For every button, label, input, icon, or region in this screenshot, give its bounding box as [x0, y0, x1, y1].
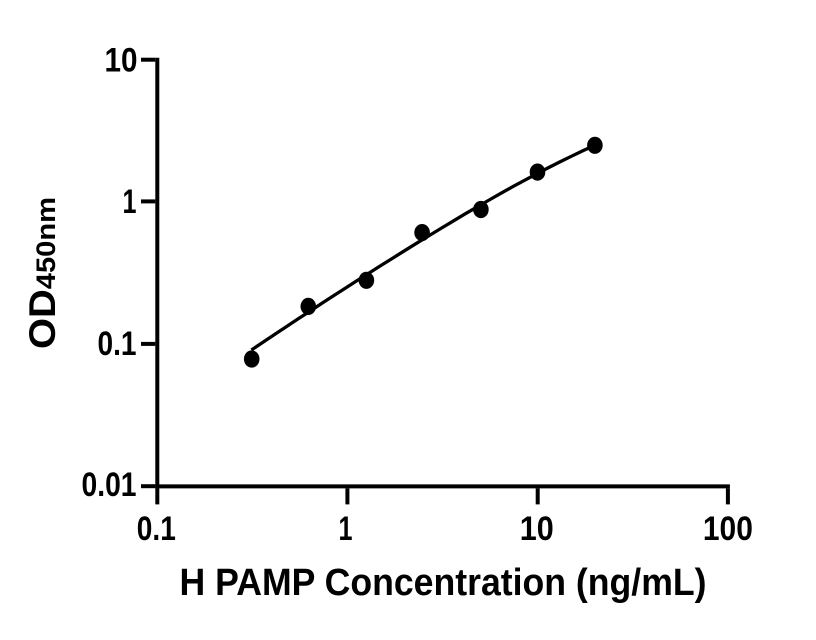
- svg-text:0.1: 0.1: [98, 325, 137, 363]
- svg-text:100: 100: [703, 510, 753, 548]
- svg-text:1: 1: [123, 183, 137, 221]
- svg-text:H PAMP Concentration (ng/mL): H PAMP Concentration (ng/mL): [180, 562, 707, 604]
- svg-text:0.1: 0.1: [137, 510, 176, 548]
- svg-text:0.01: 0.01: [82, 466, 137, 504]
- svg-text:10: 10: [520, 510, 554, 548]
- svg-text:10: 10: [105, 41, 138, 79]
- svg-text:1: 1: [339, 510, 353, 548]
